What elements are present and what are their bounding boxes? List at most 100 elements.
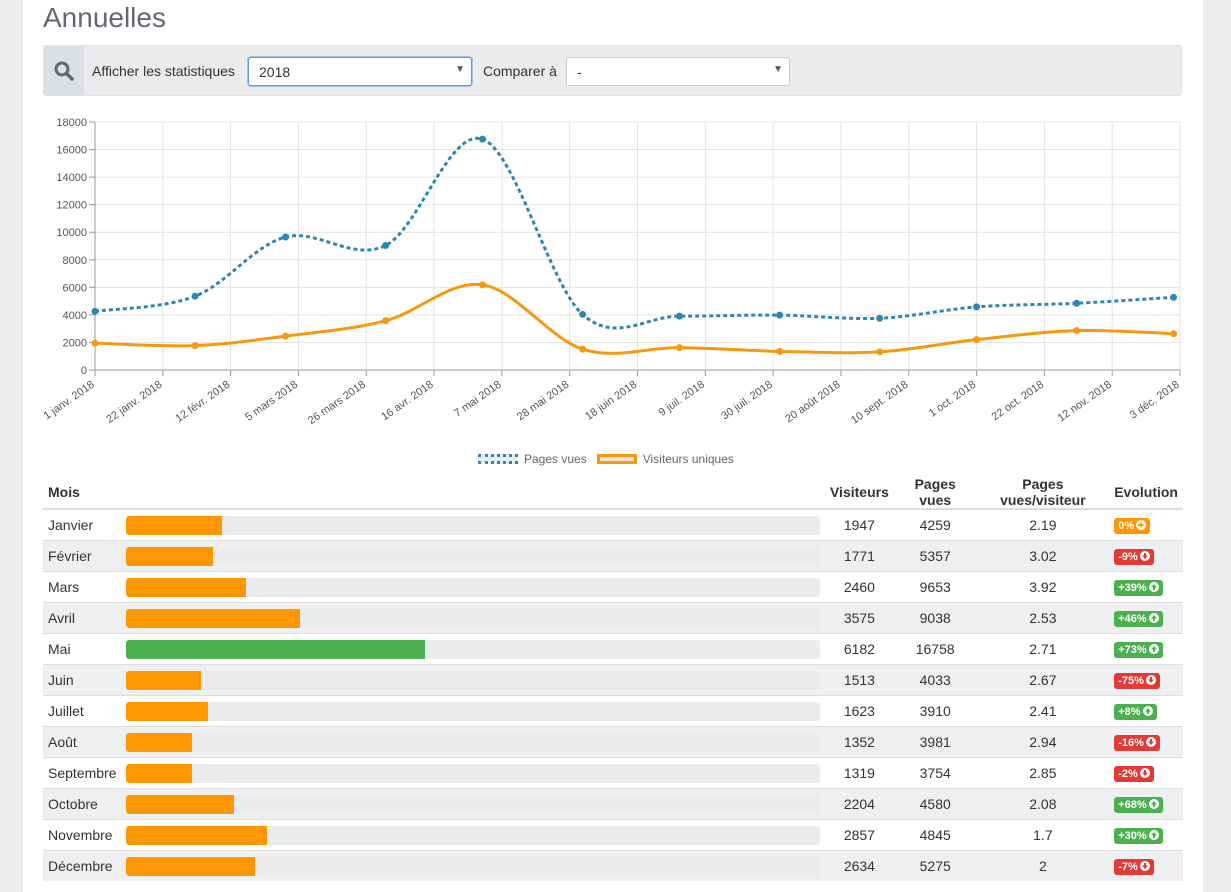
x-tick-label: 9 juil. 2018 [657,379,707,419]
visitor-bar-fill [126,825,268,845]
x-tick-label: 1 oct. 2018 [927,379,978,420]
ratio-cell: 2 [976,850,1110,881]
visitors-cell: 2857 [824,819,894,851]
ratio-cell: 3.92 [976,571,1110,603]
month-cell: Mai [43,633,122,665]
evolution-cell: 0% [1109,508,1183,541]
arrow-up-icon [1148,830,1159,840]
y-tick-label: 0 [81,365,87,377]
evolution-value: -9% [1118,551,1138,563]
evolution-badge: +39% [1114,580,1163,596]
compare-select[interactable]: - ▼ [566,57,790,86]
visitor-bar-track [126,577,820,597]
month-cell: Janvier [43,508,122,541]
compare-select-value: - [577,64,582,80]
pageviews-cell: 3754 [893,757,977,789]
evolution-value: -7% [1118,861,1138,873]
visitors-cell: 3575 [824,602,894,634]
ratio-cell: 2.53 [976,602,1110,634]
legend-swatch-pageviews[interactable] [478,454,518,464]
evolution-cell: -9% [1109,540,1183,572]
arrow-down-icon [1145,675,1156,685]
x-tick-label: 28 mai 2018 [515,379,571,424]
ratio-cell: 2.19 [976,508,1110,541]
month-cell: Novembre [43,819,122,851]
evolution-badge: -16% [1114,735,1160,751]
data-point [91,339,99,347]
visitors-cell: 1319 [824,757,894,789]
evolution-badge: -7% [1114,859,1154,875]
visitor-bar-track [126,515,820,535]
evolution-cell: +39% [1109,571,1183,603]
legend-label-pageviews: Pages vues [524,452,587,466]
pageviews-cell: 5275 [893,850,977,881]
visitor-bar-track [126,670,820,690]
data-point [91,307,99,315]
pageviews-cell: 4845 [893,819,977,851]
x-tick-label: 18 juin 2018 [583,379,639,423]
evolution-value: +39% [1118,582,1147,594]
data-point [382,241,390,249]
year-select[interactable]: 2018 ▼ [248,57,472,86]
evolution-cell: +8% [1109,695,1183,727]
visitor-bar-track [126,825,820,845]
visitor-bar-fill [126,794,234,814]
evolution-cell: +68% [1109,788,1183,820]
month-cell: Août [43,726,122,758]
header-pageviews: Pages vues [893,476,977,510]
month-cell: Décembre [43,850,122,881]
evolution-badge: +68% [1114,797,1163,813]
ratio-cell: 1.7 [976,819,1110,851]
pageviews-cell: 9653 [893,571,977,603]
year-select-value: 2018 [259,64,291,80]
visitors-cell: 1513 [824,664,894,696]
ratio-cell: 2.67 [976,664,1110,696]
visitor-bar-fill [126,515,223,535]
visitor-bar-fill [126,639,425,659]
chevron-down-icon: ▼ [773,64,783,75]
visitor-bar-fill [126,732,193,752]
y-tick-label: 8000 [63,255,87,267]
data-point [191,292,199,300]
bar-cell [121,788,825,820]
visitors-cell: 1947 [824,508,894,541]
header-evolution: Evolution [1109,476,1183,510]
pageviews-cell: 16758 [893,633,977,665]
month-cell: Septembre [43,757,122,789]
search-icon[interactable] [44,46,84,95]
bar-cell [121,819,825,851]
data-point [876,348,884,356]
ratio-cell: 2.94 [976,726,1110,758]
x-tick-label: 20 août 2018 [783,379,843,426]
evolution-cell: -75% [1109,664,1183,696]
table-row: Juillet 1623 3910 2.41 +8% [43,695,1183,727]
evolution-badge: 0% [1114,518,1151,534]
data-point [776,311,784,319]
visitor-bar-track [126,701,820,721]
evolution-value: 0% [1118,520,1135,532]
data-point [1073,327,1081,335]
visitor-bar-fill [126,763,193,783]
bar-cell [121,850,825,881]
legend-label-visitors: Visiteurs uniques [642,452,734,466]
y-tick-label: 2000 [63,337,87,349]
data-point [579,310,587,318]
legend-swatch-visitors[interactable] [596,454,637,464]
evolution-badge: +73% [1114,642,1163,658]
visitors-cell: 1623 [824,695,894,727]
evolution-cell: -16% [1109,726,1183,758]
header-ratio: Pages vues/visiteur [976,476,1110,510]
x-tick-label: 12 févr. 2018 [173,379,232,425]
bar-cell [121,540,825,572]
arrow-up-icon [1148,613,1159,623]
data-point [1170,330,1178,338]
evolution-value: +8% [1118,706,1141,718]
visitors-cell: 2204 [824,788,894,820]
compare-label: Comparer à [483,63,557,79]
series-line-visitors [94,282,1174,355]
table-row: Mars 2460 9653 3.92 +39% [43,571,1183,603]
visitors-cell: 1352 [824,726,894,758]
data-point [776,347,784,355]
visitor-bar-track [126,732,820,752]
evolution-value: -75% [1118,675,1144,687]
